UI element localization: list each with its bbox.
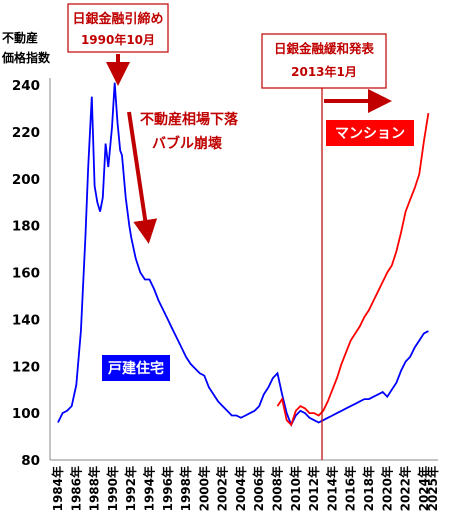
crash-arrow — [127, 111, 158, 244]
y-tick-label: 80 — [21, 453, 40, 469]
y-tick-label: 180 — [12, 219, 40, 235]
x-tick-label: 1984年 — [50, 466, 65, 511]
y-axis-label-line1: 不動産 — [2, 30, 38, 45]
x-tick-label: 1998年 — [178, 466, 193, 511]
x-tick-label: 2020年 — [379, 466, 394, 511]
boj-ease-date: 2013年1月 — [291, 64, 357, 79]
boj-ease-title: 日銀金融緩和発表 — [274, 41, 375, 56]
y-axis-label-line2: 価格指数 — [1, 50, 51, 65]
y-ticks: 80 100 120 140 160 180 200 220 240 — [12, 78, 40, 469]
x-tick-label: 2002年 — [215, 466, 230, 511]
x-tick-label: 2008年 — [270, 466, 285, 511]
boj-tighten-title: 日銀金融引締め — [72, 11, 163, 27]
series-line-mansion — [276, 112, 430, 427]
y-tick-label: 200 — [12, 172, 40, 188]
label-mansion-box — [326, 120, 414, 146]
y-tick-label: 220 — [12, 125, 40, 141]
x-ticks: 1984年 1986年 1988年 1990年 1992年 1994年 1996年 1998年… — [50, 466, 440, 511]
x-tick-label: 2006年 — [251, 466, 266, 511]
boj-tighten-box — [67, 3, 169, 53]
x-tick-label: 2014年 — [324, 466, 339, 511]
y-tick-label: 240 — [12, 78, 40, 94]
x-tick-label: 2024年 — [416, 466, 431, 511]
label-mansion: マンション — [335, 126, 405, 142]
crash-text-line1: 不動産相場下落 — [140, 111, 239, 128]
y-tick-label: 100 — [12, 406, 40, 422]
label-house: 戸建住宅 — [108, 360, 164, 377]
x-tick-label: 2022年 — [398, 466, 413, 511]
y-tick-label: 140 — [12, 312, 40, 328]
x-tick-label: 1994年 — [141, 466, 156, 511]
x-tick-label: 2018年 — [361, 466, 376, 511]
y-tick-label: 160 — [12, 266, 40, 282]
y-tick-label: 120 — [12, 359, 40, 375]
x-tick-label: 2016年 — [343, 466, 358, 511]
x-tick-label: 2000年 — [196, 466, 211, 511]
x-tick-label: 2010年 — [288, 466, 303, 511]
label-house-box — [102, 355, 170, 381]
x-tick-label: 1986年 — [68, 466, 83, 511]
boj-tighten-date: 1990年10月 — [81, 32, 155, 47]
x-tick-label: 1996年 — [160, 466, 175, 511]
x-tick-label: 1992年 — [123, 466, 138, 511]
x-tick-label: 2025年 — [425, 466, 440, 511]
series-line-house — [57, 82, 429, 428]
crash-text-line2: バブル崩壊 — [152, 135, 223, 152]
boj-ease-box — [261, 33, 387, 89]
x-tick-label: 1988年 — [87, 466, 102, 511]
x-tick-label: 1990年 — [105, 466, 120, 511]
x-tick-label: 2004年 — [233, 466, 248, 511]
x-tick-label: 2012年 — [306, 466, 321, 511]
